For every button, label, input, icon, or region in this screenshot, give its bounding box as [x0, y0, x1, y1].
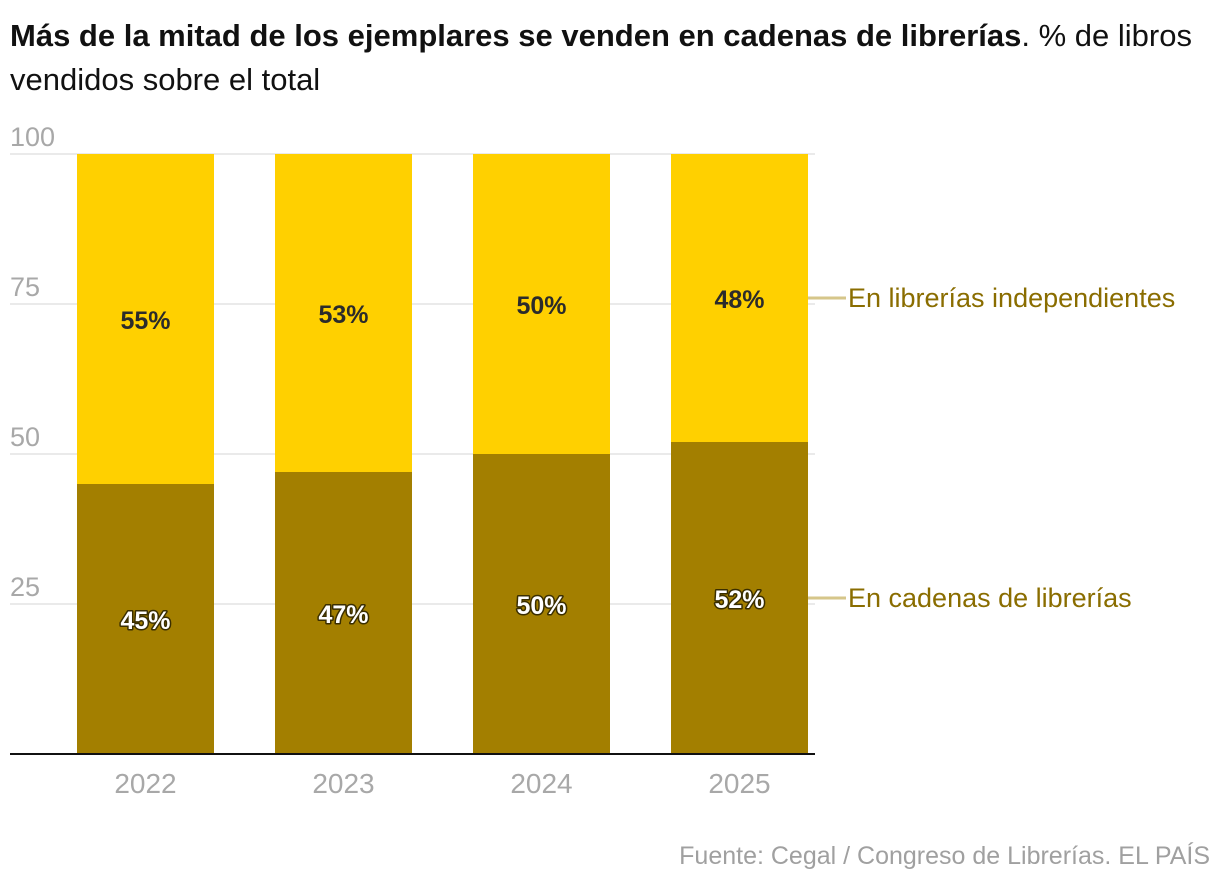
bar-chains-2023	[275, 472, 412, 754]
value-label-independent-2022: 55%	[120, 307, 170, 335]
bar-independent-2024	[473, 154, 610, 454]
value-label-chains-2025: 52%	[714, 586, 764, 614]
legend-label-chains: En cadenas de librerías	[848, 583, 1132, 613]
value-label-chains-2022: 45%	[120, 607, 170, 635]
x-tick-label-2025: 2025	[708, 768, 770, 799]
title-separator: .	[1021, 18, 1039, 53]
chart-subtitle: % de libros vendidos sobre el total	[10, 18, 1192, 97]
bar-chains-2025	[671, 442, 808, 754]
value-label-independent-2024: 50%	[516, 292, 566, 320]
x-tick-label-2024: 2024	[510, 768, 572, 799]
bar-independent-2023	[275, 154, 412, 472]
value-label-chains-2023: 47%	[318, 601, 368, 629]
source-note: Fuente: Cegal / Congreso de Librerías. E…	[679, 842, 1210, 870]
y-tick-label-50: 50	[10, 422, 40, 452]
legend-label-independent: En librerías independientes	[848, 283, 1175, 313]
bar-chains-2022	[77, 484, 214, 754]
x-tick-label-2022: 2022	[114, 768, 176, 799]
y-tick-label-75: 75	[10, 272, 40, 302]
x-tick-label-2023: 2023	[312, 768, 374, 799]
bar-chains-2024	[473, 454, 610, 754]
value-label-chains-2024: 50%	[516, 592, 566, 620]
chart-title: Más de la mitad de los ejemplares se ven…	[10, 18, 1022, 53]
chart-headline: Más de la mitad de los ejemplares se ven…	[10, 14, 1205, 102]
value-label-independent-2025: 48%	[714, 286, 764, 314]
y-tick-label-25: 25	[10, 572, 40, 602]
value-label-independent-2023: 53%	[318, 301, 368, 329]
bar-independent-2022	[77, 154, 214, 484]
stacked-bar-chart: 25 50 75 100 45% 55% 2022 47% 53% 2023 50% 50% 2024 5…	[10, 122, 1175, 799]
bar-independent-2025	[671, 154, 808, 442]
y-tick-label-100: 100	[10, 122, 55, 152]
